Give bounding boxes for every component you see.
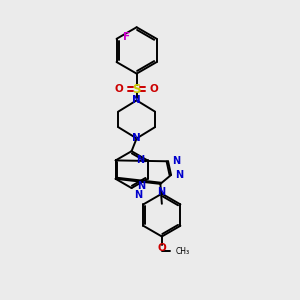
- Text: O: O: [115, 84, 124, 94]
- Text: N: N: [157, 188, 165, 197]
- Text: O: O: [150, 84, 158, 94]
- Text: N: N: [172, 156, 180, 166]
- Text: N: N: [134, 190, 142, 200]
- Text: O: O: [158, 243, 166, 254]
- Text: CH₃: CH₃: [175, 247, 189, 256]
- Text: N: N: [132, 95, 141, 105]
- Text: S: S: [132, 82, 141, 96]
- Text: N: N: [175, 170, 183, 180]
- Text: N: N: [132, 134, 141, 143]
- Text: N: N: [137, 181, 145, 191]
- Text: N: N: [136, 155, 144, 165]
- Text: F: F: [123, 32, 130, 42]
